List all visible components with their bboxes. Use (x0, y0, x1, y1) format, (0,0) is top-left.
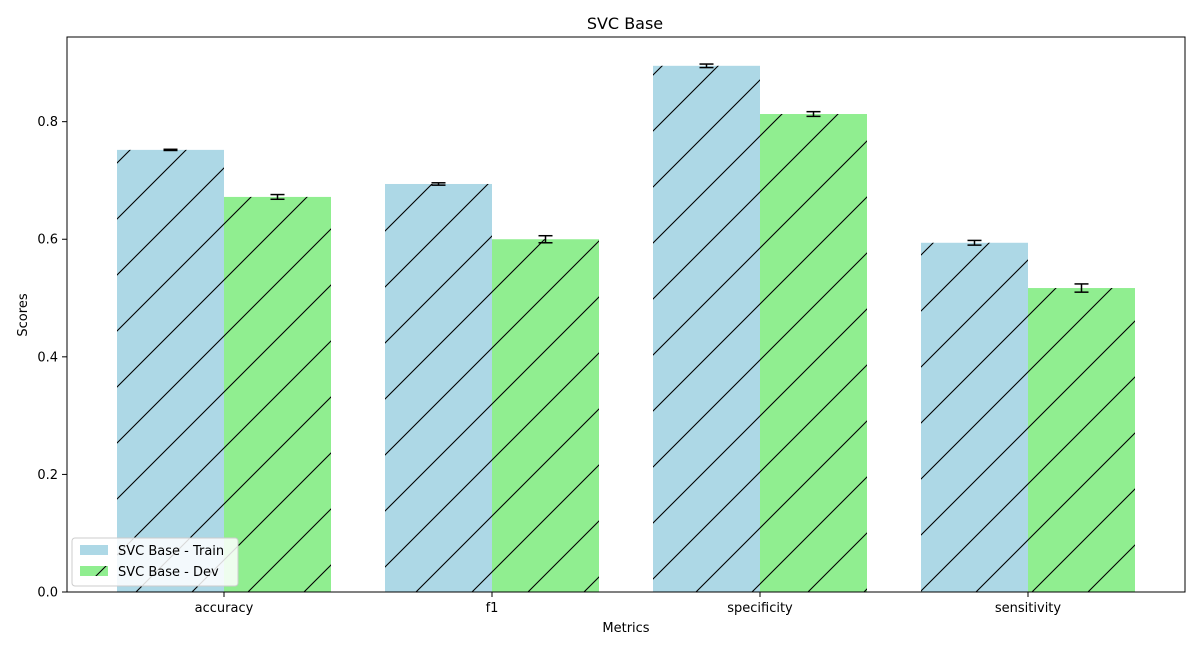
errorbar-train-f1 (431, 182, 446, 186)
errorbar-train-sensitivity (967, 239, 982, 246)
bar-hatch-dev-f1 (492, 239, 599, 592)
x-tick-label-specificity: specificity (727, 601, 793, 616)
y-tick-label: 0.4 (37, 350, 58, 365)
bar-hatch-dev-sensitivity (1028, 288, 1135, 592)
y-axis-label: Scores (16, 293, 31, 336)
bar-hatch-train-accuracy (117, 149, 224, 593)
x-axis: accuracy f1 specificity sensitivity (195, 592, 1062, 616)
plot-frame (66, 36, 1186, 593)
x-tick-label-accuracy: accuracy (195, 601, 254, 616)
errorbar-dev-specificity (806, 110, 821, 118)
errorbars-layer (163, 63, 1089, 293)
legend-label-train: SVC Base - Train (118, 544, 224, 559)
x-tick-label-f1: f1 (486, 601, 499, 616)
legend: SVC Base - Train SVC Base - Dev (71, 537, 239, 587)
errorbar-train-specificity (699, 63, 714, 69)
errorbar-dev-accuracy (270, 193, 285, 201)
y-axis: 0.0 0.2 0.4 0.6 0.8 (37, 115, 67, 601)
x-axis-label: Metrics (602, 621, 649, 636)
legend-swatch-hatch (80, 566, 108, 576)
y-tick-label: 0.0 (37, 586, 58, 601)
x-tick-label-sensitivity: sensitivity (995, 601, 1062, 616)
chart-title: SVC Base (587, 14, 663, 33)
y-tick-label: 0.6 (37, 233, 58, 248)
y-tick-label: 0.2 (37, 468, 58, 483)
legend-box (71, 537, 239, 587)
bar-hatch-dev-specificity (760, 114, 867, 592)
bar-hatch-train-specificity (653, 65, 760, 592)
errorbar-dev-f1 (538, 234, 553, 244)
bar-hatch-dev-accuracy (224, 196, 331, 592)
bars-layer (117, 65, 1135, 593)
legend-swatch-hatch (80, 545, 108, 555)
errorbar-dev-sensitivity (1074, 283, 1089, 293)
y-tick-label: 0.8 (37, 115, 58, 130)
errorbar-train-accuracy (163, 148, 178, 152)
legend-label-dev: SVC Base - Dev (118, 565, 219, 580)
bar-hatch-train-f1 (385, 183, 492, 592)
bar-hatch-train-sensitivity (921, 242, 1028, 592)
